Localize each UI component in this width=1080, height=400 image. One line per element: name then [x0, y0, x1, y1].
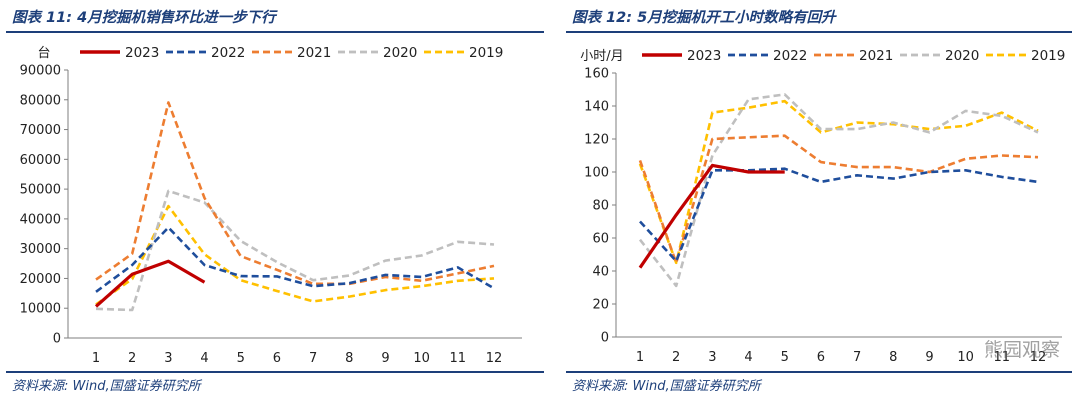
x-tick-label: 8: [889, 350, 897, 365]
chart-title: 图表 11: 4月挖掘机销售环比进一步下行: [12, 10, 276, 26]
y-tick-label: 70000: [20, 123, 61, 138]
legend-label-2019: 2019: [469, 45, 503, 61]
x-tick-label: 4: [744, 350, 752, 365]
y-tick-label: 20: [592, 298, 609, 313]
x-tick-label: 7: [309, 351, 317, 366]
legend-label-2023: 2023: [687, 48, 721, 64]
y-tick-label: 60: [592, 232, 609, 247]
x-tick-label: 6: [817, 350, 825, 365]
source-note: 资料来源: Wind,国盛证券研究所: [572, 379, 761, 394]
series-line-2023: [94, 259, 206, 308]
x-tick-label: 5: [781, 350, 789, 365]
x-tick-label: 1: [92, 351, 100, 366]
series-line-2019: [638, 99, 1039, 265]
y-tick-label: 10000: [20, 302, 61, 317]
x-tick-label: 11: [994, 350, 1011, 365]
chart-title: 图表 12: 5月挖掘机开工小时数略有回升: [572, 10, 836, 26]
y-tick-label: 40: [592, 265, 609, 280]
x-tick-label: 5: [237, 351, 245, 366]
legend-label-2021: 2021: [859, 48, 893, 64]
y-tick-label: 30000: [20, 242, 61, 257]
x-tick-label: 1: [636, 350, 644, 365]
line-chart-excavator-sales: 0 10000 20000 30000 40000 50000 60000 70000 8000…: [20, 45, 522, 366]
series-line-2023: [638, 163, 785, 269]
y-tick-label: 100: [584, 166, 609, 181]
title-rule: [6, 31, 544, 33]
legend-label-2021: 2021: [297, 45, 331, 61]
source-rule: [6, 371, 544, 373]
chart-panel-left: 图表 11: 4月挖掘机销售环比进一步下行 0 10000 20000 30000 40…: [6, 10, 544, 394]
x-tick-label: 8: [345, 351, 353, 366]
y-tick-label: 160: [584, 67, 609, 82]
y-tick-label: 90000: [20, 64, 61, 79]
title-rule: [566, 31, 1072, 33]
x-tick-label: 9: [381, 351, 389, 366]
x-tick-label: 3: [164, 351, 172, 366]
y-tick-label: 80000: [20, 93, 61, 108]
y-tick-label: 60000: [20, 153, 61, 168]
y-tick-label: 0: [601, 331, 609, 346]
x-tick-label: 12: [486, 351, 503, 366]
x-tick-label: 2: [672, 350, 680, 365]
legend-label-2020: 2020: [945, 48, 979, 64]
series-line-2020: [638, 93, 1039, 288]
series-line-2021: [638, 134, 1039, 265]
x-tick-label: 11: [450, 351, 467, 366]
source-rule: [566, 371, 1072, 373]
y-tick-label: 140: [584, 100, 609, 115]
legend-label-2022: 2022: [211, 45, 245, 61]
y-axis-unit-label: 小时/月: [580, 49, 623, 64]
source-note: 资料来源: Wind,国盛证券研究所: [12, 379, 201, 394]
legend-label-2023: 2023: [125, 45, 159, 61]
series-line-2022: [639, 167, 1039, 263]
legend-label-2019: 2019: [1031, 48, 1065, 64]
x-tick-label: 2: [128, 351, 136, 366]
watermark-logo: 熊园观察: [983, 339, 1060, 361]
x-tick-label: 4: [200, 351, 208, 366]
y-tick-label: 80: [592, 199, 609, 214]
x-tick-label: 7: [853, 350, 861, 365]
legend-label-2020: 2020: [383, 45, 417, 61]
series-line-2021: [95, 101, 495, 286]
x-tick-label: 9: [925, 350, 933, 365]
y-tick-label: 40000: [20, 212, 61, 227]
x-tick-label: 10: [957, 350, 974, 365]
y-tick-label: 120: [584, 133, 609, 148]
y-tick-label: 20000: [20, 272, 61, 287]
y-tick-label: 0: [53, 332, 61, 347]
x-tick-label: 10: [413, 351, 430, 366]
series-line-2022: [95, 226, 495, 293]
x-tick-label: 3: [708, 350, 716, 365]
series-line-2020: [95, 189, 495, 312]
x-tick-label: 12: [1030, 350, 1047, 365]
series-line-2019: [95, 204, 495, 306]
y-axis-unit-label: 台: [37, 46, 50, 61]
x-tick-label: 6: [273, 351, 281, 366]
y-tick-label: 50000: [20, 183, 61, 198]
chart-panel-right: 图表 12: 5月挖掘机开工小时数略有回升 0 20 40 60 80 100 120 140…: [560, 0, 1080, 400]
legend-label-2022: 2022: [773, 48, 807, 64]
